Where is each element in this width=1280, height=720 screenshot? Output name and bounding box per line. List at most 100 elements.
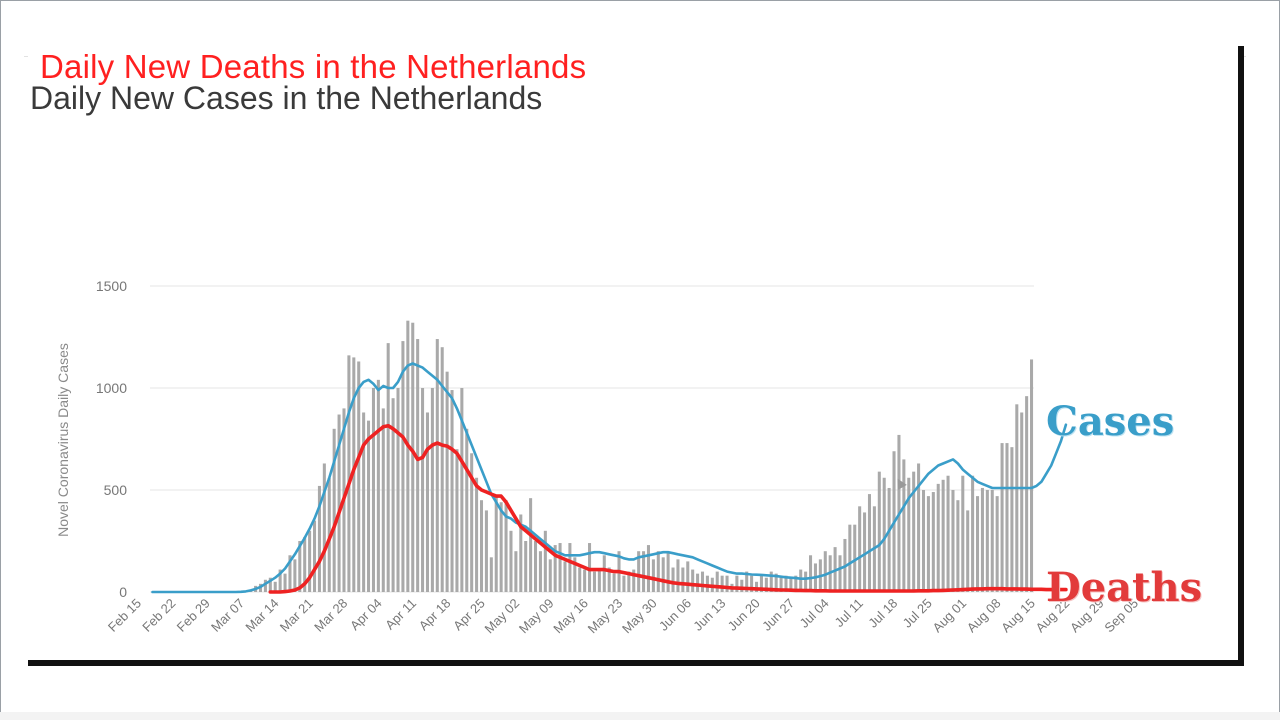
case-bar <box>902 459 906 592</box>
case-bar <box>568 543 572 592</box>
x-tick-label: May 02 <box>482 596 523 637</box>
case-bar <box>538 551 542 592</box>
case-bar <box>946 475 950 592</box>
x-tick-label: Feb 15 <box>105 596 144 635</box>
case-bar <box>966 510 970 592</box>
case-bar <box>941 479 945 592</box>
case-bar <box>416 339 420 592</box>
case-bar <box>804 571 808 592</box>
case-bar <box>1030 359 1034 592</box>
case-bar <box>912 471 916 592</box>
case-bar <box>1010 447 1014 592</box>
chart-panel <box>28 46 1244 666</box>
case-bar <box>263 579 267 592</box>
case-bar <box>917 463 921 592</box>
case-bar <box>322 463 326 592</box>
case-bar <box>514 551 518 592</box>
case-bar <box>553 545 557 592</box>
x-tick-label: Jul 04 <box>797 596 832 631</box>
case-bar <box>283 573 287 592</box>
case-bar <box>386 343 390 592</box>
case-bar <box>990 490 994 592</box>
case-bar <box>332 428 336 592</box>
case-bar <box>809 555 813 592</box>
case-bar <box>789 577 793 592</box>
deaths-moving-average-line <box>268 423 1068 594</box>
case-bar <box>362 412 366 592</box>
case-bar <box>764 577 768 592</box>
y-tick-label: 1500 <box>96 278 127 294</box>
case-bar <box>465 428 469 592</box>
case-bar <box>460 388 464 592</box>
case-bar <box>646 545 651 592</box>
case-bar <box>312 520 317 592</box>
case-bar <box>1020 412 1024 592</box>
case-bar <box>607 567 611 592</box>
case-bar <box>367 420 371 592</box>
case-bar <box>750 575 754 592</box>
case-bar <box>681 567 685 592</box>
case-bar <box>435 339 439 592</box>
case-bar <box>705 575 709 592</box>
case-bar <box>951 490 955 592</box>
x-tick-label: Mar 07 <box>208 595 247 634</box>
x-tick-label: Jun 20 <box>725 596 763 634</box>
case-bar <box>278 569 282 592</box>
y-tick-label: 500 <box>104 482 128 498</box>
case-bar <box>592 571 596 592</box>
case-bar <box>411 322 415 592</box>
case-bar <box>740 579 744 592</box>
cases-moving-average-line <box>151 362 1068 594</box>
case-bar <box>696 573 700 592</box>
case-bar <box>632 569 636 592</box>
case-bar <box>484 510 488 592</box>
case-bar <box>656 551 660 592</box>
case-bar <box>288 555 292 592</box>
case-bar <box>303 536 307 592</box>
case-bar <box>479 500 484 592</box>
case-bar <box>445 371 449 592</box>
x-tick-label: Jun 13 <box>690 595 728 633</box>
case-bar <box>381 408 385 592</box>
case-bar <box>543 530 547 592</box>
case-bar <box>529 498 533 592</box>
case-bar <box>558 543 562 592</box>
case-bar <box>715 571 719 592</box>
case-bar <box>376 379 380 592</box>
case-bar <box>691 569 695 592</box>
x-tick-label: Jul 18 <box>865 596 900 631</box>
case-bar <box>470 453 474 592</box>
x-tick-label: Aug 08 <box>964 595 1004 635</box>
case-bar <box>597 569 601 592</box>
case-bar <box>298 541 302 592</box>
deaths-legend-label: Deaths <box>1046 564 1203 611</box>
bottom-strip <box>0 712 1280 720</box>
case-bar <box>971 475 975 592</box>
case-bar <box>578 567 582 592</box>
y-tick-label: 1000 <box>96 380 127 396</box>
case-bar <box>985 490 989 592</box>
case-bar <box>887 487 891 592</box>
case-bar <box>450 390 454 592</box>
case-bar <box>509 530 513 592</box>
grid-lines <box>150 285 1034 593</box>
case-bar <box>882 477 886 592</box>
case-bar <box>337 414 341 592</box>
case-bar <box>980 487 984 592</box>
case-bar <box>268 577 272 592</box>
case-bar <box>784 575 788 592</box>
case-bar <box>401 341 405 592</box>
case-bar <box>391 398 395 592</box>
case-bar <box>637 551 641 592</box>
x-tick-label: Mar 21 <box>277 596 316 635</box>
case-bar <box>779 577 783 592</box>
case-bar <box>931 492 935 592</box>
case-bar <box>588 543 592 592</box>
case-bar <box>1005 443 1009 592</box>
case-bar <box>877 471 881 592</box>
x-tick-label: Jun 27 <box>759 596 797 634</box>
case-bar <box>720 575 724 592</box>
case-bar <box>533 541 538 592</box>
case-bar <box>396 388 400 592</box>
x-tick-label: May 30 <box>619 596 660 637</box>
